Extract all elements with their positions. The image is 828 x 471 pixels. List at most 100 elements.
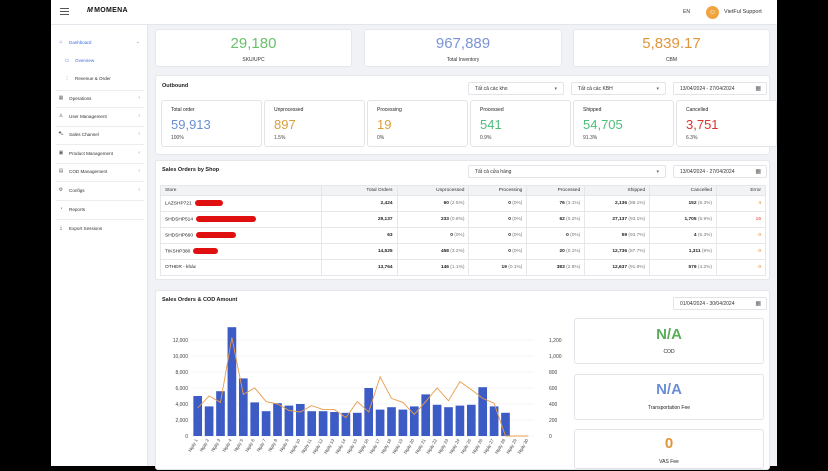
shipped-count: 12,637: [612, 265, 627, 270]
store-cell[interactable]: OTHER - khác: [160, 259, 322, 276]
calendar-icon: ▦: [755, 169, 761, 175]
error-count: 0: [758, 249, 761, 254]
store-cell[interactable]: TIKSHP380: [160, 243, 322, 260]
x-tick-label: Ngày 5: [233, 438, 245, 453]
processed-pct: (0%): [570, 233, 581, 238]
warehouse-select[interactable]: Tất cả các kho ▾: [468, 82, 564, 95]
series-line: [197, 337, 529, 437]
shipped-cell: 27,137 (93.1%): [584, 211, 651, 228]
unprocessed-count: 60: [443, 201, 449, 206]
cancelled-pct: (6.3%): [697, 233, 713, 238]
sidebar-item-dashboard[interactable]: ⌂ Dashboard ⌄: [51, 34, 148, 50]
metric-card-sku: 29,180 SKU/UPC: [155, 29, 352, 67]
sidebar-item-cod-management[interactable]: ▤ COD Management ‹: [51, 163, 148, 179]
user-menu[interactable]: ☺ VietFul Support: [706, 5, 762, 19]
sidebar-item-revenue-order[interactable]: ⫶ Revenue & Order: [51, 71, 148, 86]
processed-count: 76: [559, 201, 565, 206]
section-title-sales-by-shop: Sales Orders by Shop: [162, 167, 220, 173]
date-range-value: 01/04/2024 - 30/04/2024: [680, 301, 735, 307]
shop-date-picker[interactable]: 13/04/2024 - 27/04/2024 ▦: [673, 165, 767, 178]
sidebar-item-label: Revenue & Order: [75, 76, 111, 81]
sidebar-item-label: Product Management: [69, 150, 113, 156]
select-value: Tất cả các KBH: [578, 86, 613, 92]
date-range-value: 13/04/2024 - 27/04/2024: [680, 86, 735, 92]
unprocessed-pct: (3.2%): [450, 249, 465, 254]
table-row[interactable]: OTHER - khác 13,764 146 (1.1%) 19 (0.1%) 383…: [160, 259, 766, 276]
table-row[interactable]: SHDSHP514 29,137 233 (0.8%) 0 (0%) 62 (0.2%)…: [160, 211, 766, 228]
cod-date-picker[interactable]: 01/04/2024 - 30/04/2024 ▦: [673, 297, 767, 310]
sidebar-item-sales-channel[interactable]: ⛍ Sales Channel ‹: [51, 126, 148, 142]
processing-count: 0: [508, 249, 511, 254]
sidebar-item-label: COD Management: [69, 168, 108, 174]
processed-cell: 20 (0.1%): [526, 243, 586, 260]
store-cell[interactable]: LAZSHP721: [160, 195, 322, 212]
table-row[interactable]: LAZSHP721 2,424 60 (2.5%) 0 (0%) 76 (3.1%) 2,…: [160, 195, 766, 212]
language-switch[interactable]: EN: [683, 9, 690, 15]
divider: [56, 107, 144, 108]
error-count: 0: [758, 265, 761, 270]
processing-pct: (0.1%): [508, 265, 523, 270]
column-header[interactable]: Processed: [526, 185, 586, 196]
error-cell: 16: [716, 211, 766, 228]
bar: [398, 409, 408, 436]
table-row[interactable]: SHDSHP660 63 0 (0%) 0 (0%) 0 (0%) 59 (93.7%) 4…: [160, 227, 766, 244]
y-left-tick-label: 12,000: [173, 338, 189, 344]
unprocessed-cell: 233 (0.8%): [396, 211, 470, 228]
table-row[interactable]: TIKSHP380 14,525 458 (3.2%) 0 (0%) 20 (0.1%)…: [160, 243, 766, 260]
metric-label: Transportation Fee: [647, 405, 691, 411]
metric-card-cbm: 5,839.17 CBM: [573, 29, 770, 67]
bar: [250, 402, 260, 436]
stat-value: 19: [377, 117, 392, 132]
bar: [375, 409, 385, 436]
column-header[interactable]: Shipped: [584, 185, 651, 196]
dashboard-app: MMOMENA EN ☺ VietFul Support ⌂ Dashboard…: [51, 0, 777, 466]
sidebar-item-configs[interactable]: ⚙ Configs ‹: [51, 182, 148, 198]
divider: [56, 126, 144, 127]
metric-vas-fee: 0 VAS Fee: [574, 429, 764, 469]
date-range-value: 13/04/2024 - 27/04/2024: [680, 169, 735, 175]
column-header[interactable]: Cancelled: [649, 185, 718, 196]
sidebar-item-user-management[interactable]: ♙ User Management ‹: [51, 108, 148, 124]
metric-label: CBM: [665, 57, 678, 63]
sidebar-item-overview[interactable]: ▭ Overview: [51, 53, 148, 68]
sidebar-item-product-management[interactable]: ▣ Product Management ‹: [51, 145, 148, 161]
total-cell: 29,137: [320, 211, 398, 228]
outbound-date-picker[interactable]: 13/04/2024 - 27/04/2024 ▦: [673, 82, 767, 95]
hamburger-menu-icon[interactable]: [60, 8, 69, 16]
divider: [56, 163, 144, 164]
avatar-icon: ☺: [706, 5, 719, 19]
processed-cell: 383 (2.8%): [526, 259, 586, 276]
column-header[interactable]: Unprocessed: [396, 185, 470, 196]
select-value: Tất cả cửa hàng: [475, 169, 512, 175]
channel-select[interactable]: Tất cả các KBH ▾: [571, 82, 666, 95]
sidebar-item-label: Reports: [69, 206, 86, 212]
shipped-cell: 59 (93.7%): [584, 227, 651, 244]
stat-processing: Processing 19 0%: [367, 100, 468, 147]
column-header[interactable]: Store: [160, 185, 322, 196]
column-header[interactable]: Processing: [468, 185, 528, 196]
stat-title: Unprocessed: [274, 107, 304, 113]
sidebar-item-operations[interactable]: ▦ Operations ‹: [51, 90, 148, 106]
store-cell[interactable]: SHDSHP660: [160, 227, 322, 244]
bar: [238, 378, 248, 436]
processing-count: 0: [508, 233, 511, 238]
sidebar-item-export-sessions[interactable]: ⤓ Export Sessions: [51, 220, 148, 236]
total-orders: 14,525: [377, 249, 393, 254]
redaction-mark: [193, 248, 219, 255]
column-header[interactable]: Error: [716, 185, 766, 196]
shop-select[interactable]: Tất cả cửa hàng ▾: [468, 165, 666, 178]
divider: [56, 144, 144, 145]
sidebar-item-label: Dashboard: [69, 39, 92, 45]
bar: [387, 407, 396, 436]
bar: [227, 327, 237, 436]
cart-icon: ⛍: [58, 130, 64, 137]
column-header[interactable]: Total Orders: [320, 185, 398, 196]
brand-name: MOMENA: [94, 7, 128, 14]
error-count: 0: [758, 233, 761, 238]
bar: [455, 405, 465, 436]
store-cell[interactable]: SHDSHP514: [160, 211, 322, 228]
metric-value: N/A: [656, 381, 682, 398]
brand-logo[interactable]: MMOMENA: [87, 7, 128, 14]
sidebar-item-reports[interactable]: ◔ Reports: [51, 201, 148, 217]
bar: [261, 411, 271, 436]
